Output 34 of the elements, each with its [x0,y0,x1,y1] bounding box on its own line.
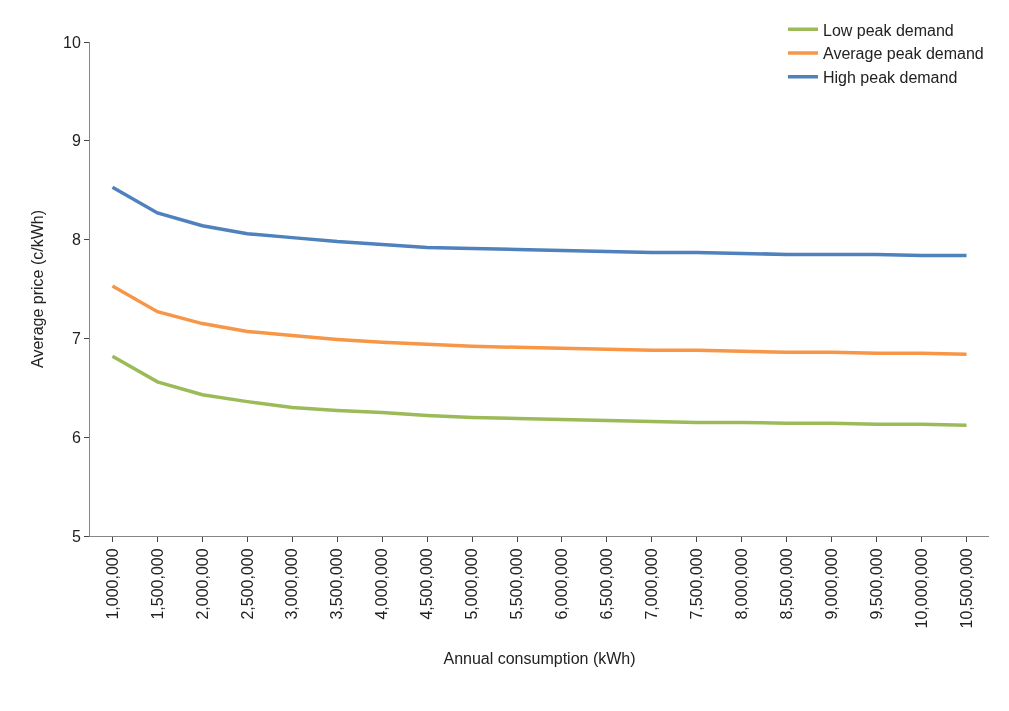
x-tick-label: 4,500,000 [418,548,436,620]
x-tick-label: 6,500,000 [598,548,616,620]
x-tick-label: 8,500,000 [777,548,795,620]
x-tick-label: 6,000,000 [553,548,571,620]
x-tick-label: 1,500,000 [148,548,166,620]
x-tick-label: 5,000,000 [463,548,481,620]
x-tick-label: 10,000,000 [912,548,930,629]
legend-label: Average peak demand [823,45,984,63]
x-tick-label: 9,500,000 [867,548,885,620]
y-tick-label: 9 [71,132,81,150]
x-tick-label: 8,000,000 [732,548,750,620]
x-tick-label: 2,500,000 [238,548,256,620]
x-axis-title: Annual consumption (kWh) [443,650,636,668]
y-tick-label: 7 [71,330,81,347]
legend-label: Low peak demand [823,21,954,39]
y-axis-title: Average price (c/kWh) [28,210,46,368]
line-series [110,284,969,356]
y-tick-label: 6 [71,428,81,446]
y-tick-label: 10 [63,33,81,51]
legend-label: High peak demand [823,69,958,87]
x-tick-label: 3,000,000 [283,548,301,620]
y-tick-label: 8 [71,231,81,249]
x-tick-label: 3,500,000 [328,548,346,620]
line-series [110,185,969,258]
x-tick-label: 7,000,000 [643,548,661,620]
x-tick-label: 7,500,000 [688,548,706,620]
y-tick-label: 5 [71,527,81,545]
x-tick-label: 4,000,000 [373,548,391,620]
x-tick-label: 10,500,000 [957,548,975,629]
x-tick-label: 9,000,000 [822,548,840,620]
line-series [110,354,969,428]
x-tick-label: 1,000,000 [103,548,121,620]
x-tick-label: 2,000,000 [193,548,211,620]
x-tick-label: 5,500,000 [508,548,526,620]
